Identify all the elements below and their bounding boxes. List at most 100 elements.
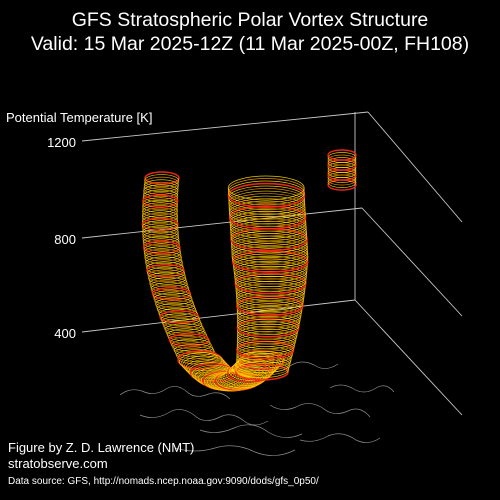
- contour-ring: [160, 313, 201, 326]
- contour-ring: [236, 300, 303, 321]
- contour-ring: [236, 318, 300, 338]
- chart-title: GFS Stratospheric Polar Vortex Structure…: [0, 8, 500, 56]
- coastline: [139, 409, 269, 426]
- contour-ring: [236, 331, 297, 350]
- contour-ring: [179, 352, 224, 372]
- contour-ring: [143, 243, 181, 257]
- contour-ring: [156, 302, 197, 316]
- contour-ring: [228, 205, 307, 230]
- data-source-text: Data source: GFS, http://nomads.ncep.noa…: [8, 476, 319, 487]
- contour-ring: [228, 200, 306, 225]
- contour-ring: [229, 203, 306, 227]
- contour-ring: [231, 248, 309, 270]
- contour-ring: [157, 305, 197, 319]
- contour-ring: [147, 266, 186, 280]
- contour-ring: [142, 220, 179, 234]
- contour-ring: [143, 246, 182, 259]
- contour-ring: [144, 176, 179, 190]
- contour-ring: [228, 190, 306, 215]
- contour-ring: [142, 225, 179, 239]
- coastline: [199, 424, 303, 438]
- contour-ring: [235, 361, 289, 378]
- contour-ring: [142, 230, 180, 244]
- contour-ring: [236, 333, 296, 352]
- credit-block: Figure by Z. D. Lawrence (NMT) stratobse…: [8, 440, 194, 472]
- contour-ring: [144, 171, 180, 185]
- contour-ring: [142, 197, 178, 211]
- contour-ring: [143, 238, 180, 252]
- contour-ring: [327, 149, 357, 161]
- contour-ring: [327, 154, 357, 166]
- coastline: [299, 433, 381, 443]
- contour-ring: [142, 228, 179, 241]
- grid-line: [361, 207, 463, 317]
- contour-ring: [142, 223, 179, 236]
- coastline: [229, 361, 339, 373]
- contour-ring: [162, 318, 203, 331]
- contour-ring: [230, 218, 307, 242]
- contour-ring: [227, 175, 305, 201]
- contour-ring: [228, 188, 306, 213]
- contour-ring: [152, 289, 192, 303]
- contour-ring: [235, 356, 291, 374]
- contour-ring: [237, 323, 298, 342]
- title-line-2: Valid: 15 Mar 2025-12Z (11 Mar 2025-00Z,…: [30, 33, 470, 55]
- title-line-1: GFS Stratospheric Polar Vortex Structure: [71, 9, 429, 31]
- grid-line: [354, 299, 463, 416]
- contour-ring: [141, 215, 179, 229]
- contour-ring: [142, 199, 178, 213]
- contour-ring: [148, 271, 187, 285]
- contour-ring: [142, 207, 178, 221]
- contour-ring: [228, 180, 305, 206]
- contour-ring: [229, 215, 307, 239]
- author-credit: Figure by Z. D. Lawrence (NMT): [8, 440, 195, 455]
- contour-ring: [155, 297, 195, 311]
- contour-ring: [144, 174, 180, 187]
- coastline-map: [119, 361, 395, 456]
- contour-ring: [143, 181, 179, 195]
- contour-ring: [228, 193, 306, 218]
- tick-label-400: 400: [54, 326, 76, 341]
- contour-ring: [236, 326, 298, 345]
- contour-ring: [141, 212, 179, 226]
- contour-ring: [147, 269, 186, 283]
- contour-ring: [149, 277, 188, 290]
- contour-ring: [142, 202, 178, 216]
- contour-ring: [237, 316, 300, 335]
- coastline: [269, 403, 371, 418]
- contour-ring: [228, 195, 306, 220]
- contour-ring: [230, 223, 308, 246]
- vortex-isosurface: [141, 149, 357, 392]
- contour-ring: [145, 256, 183, 270]
- contour-ring: [327, 157, 357, 168]
- contour-ring: [229, 210, 307, 234]
- contour-ring: [161, 315, 202, 329]
- contour-ring: [150, 282, 190, 295]
- contour-ring: [231, 240, 309, 263]
- contour-ring: [164, 323, 205, 337]
- grid-line: [81, 111, 369, 142]
- contour-ring: [165, 325, 206, 339]
- contour-ring: [148, 274, 187, 288]
- contour-ring: [234, 268, 307, 290]
- contour-ring: [146, 263, 185, 278]
- contour-ring: [142, 240, 181, 255]
- contour-ring: [143, 184, 179, 198]
- contour-ring: [142, 235, 180, 249]
- contour-ring: [233, 263, 308, 285]
- tick-label-1200: 1200: [47, 135, 76, 150]
- contour-ring: [142, 192, 179, 205]
- contour-ring: [237, 311, 301, 330]
- contour-ring: [227, 182, 306, 209]
- grid-line: [367, 111, 463, 223]
- contour-ring: [237, 313, 300, 333]
- contour-ring: [236, 303, 302, 323]
- contour-ring: [228, 198, 306, 222]
- contour-ring: [141, 217, 179, 232]
- contour-ring: [143, 187, 179, 200]
- contour-ring: [236, 353, 291, 371]
- axis-grid: [81, 111, 463, 416]
- contour-ring: [144, 253, 183, 267]
- contour-ring: [327, 152, 357, 163]
